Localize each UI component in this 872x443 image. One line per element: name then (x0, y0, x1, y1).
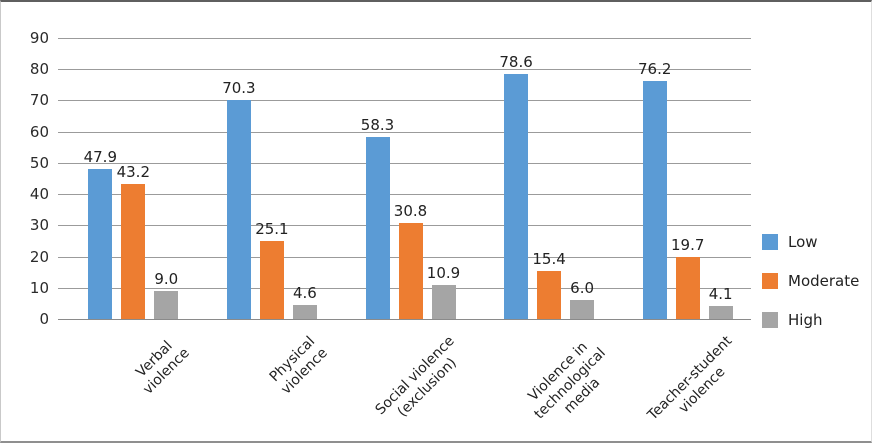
bar-value-label: 4.6 (292, 283, 317, 302)
bar-moderate (398, 222, 423, 319)
bar-high (154, 290, 179, 319)
legend-swatch-icon (762, 273, 778, 289)
legend-item-high: High (762, 311, 859, 329)
bar-low (504, 73, 529, 319)
bar-value-label: 25.1 (255, 219, 289, 238)
bar-value-label: 76.2 (637, 60, 672, 79)
legend-swatch-icon (762, 312, 778, 328)
gridline (58, 319, 751, 320)
legend-label: Low (788, 233, 818, 251)
gridline (58, 38, 751, 39)
bar-low (365, 136, 390, 319)
x-axis-category-label: Violence in technological media (519, 333, 621, 435)
legend-item-moderate: Moderate (762, 272, 859, 290)
bar-moderate (537, 270, 562, 319)
bar-value-label: 10.9 (426, 263, 461, 282)
legend-swatch-icon (762, 234, 778, 250)
bar-value-label: 70.3 (222, 78, 256, 97)
bar-value-label: 4.1 (708, 285, 733, 304)
y-axis-tick-label: 40 (29, 185, 49, 204)
bar-value-label: 30.8 (393, 201, 428, 220)
legend-item-low: Low (762, 233, 859, 251)
bar-moderate (121, 184, 146, 319)
y-axis-tick-label: 10 (29, 278, 49, 297)
y-axis-tick-label: 90 (29, 29, 49, 47)
bar-value-label: 19.7 (670, 236, 705, 255)
gridline (58, 100, 751, 102)
gridline (58, 162, 751, 164)
bar-value-label: 78.6 (499, 52, 533, 71)
gridline (58, 131, 751, 133)
bar-moderate (675, 257, 700, 319)
legend-label: Moderate (788, 272, 860, 290)
y-axis-tick-label: 80 (29, 60, 49, 79)
gridline (58, 194, 751, 196)
y-axis-tick-label: 50 (29, 153, 49, 172)
y-axis-tick-label: 70 (29, 91, 49, 110)
gridline (58, 69, 751, 71)
y-axis-tick-label: 0 (39, 310, 49, 328)
bar-high (570, 300, 595, 319)
y-axis-tick-label: 60 (29, 122, 49, 141)
bar-low (88, 169, 113, 319)
bar-value-label: 9.0 (154, 269, 179, 288)
y-axis-tick-label: 20 (29, 247, 49, 266)
bar-value-label: 43.2 (116, 163, 150, 182)
bar-moderate (259, 240, 284, 319)
x-axis-category-label: Social violence (exclusion) (373, 333, 471, 431)
bar-value-label: 15.4 (532, 249, 566, 268)
legend: Low Moderate High (762, 233, 859, 329)
bar-high (292, 304, 317, 319)
bar-high (431, 284, 456, 319)
x-axis-category-label: Verbal violence (128, 333, 193, 398)
bar-value-label: 58.3 (360, 115, 395, 134)
x-axis-category-label: Physical violence (267, 333, 332, 398)
bar-value-label: 6.0 (570, 279, 595, 298)
bar-low (642, 81, 667, 319)
bar-value-label: 47.9 (83, 148, 117, 167)
bar-low (226, 99, 251, 319)
legend-label: High (788, 311, 823, 329)
x-axis-category-label: Teacher-student violence (645, 333, 748, 436)
y-axis-tick-label: 30 (29, 216, 49, 235)
bar-high (708, 306, 733, 319)
